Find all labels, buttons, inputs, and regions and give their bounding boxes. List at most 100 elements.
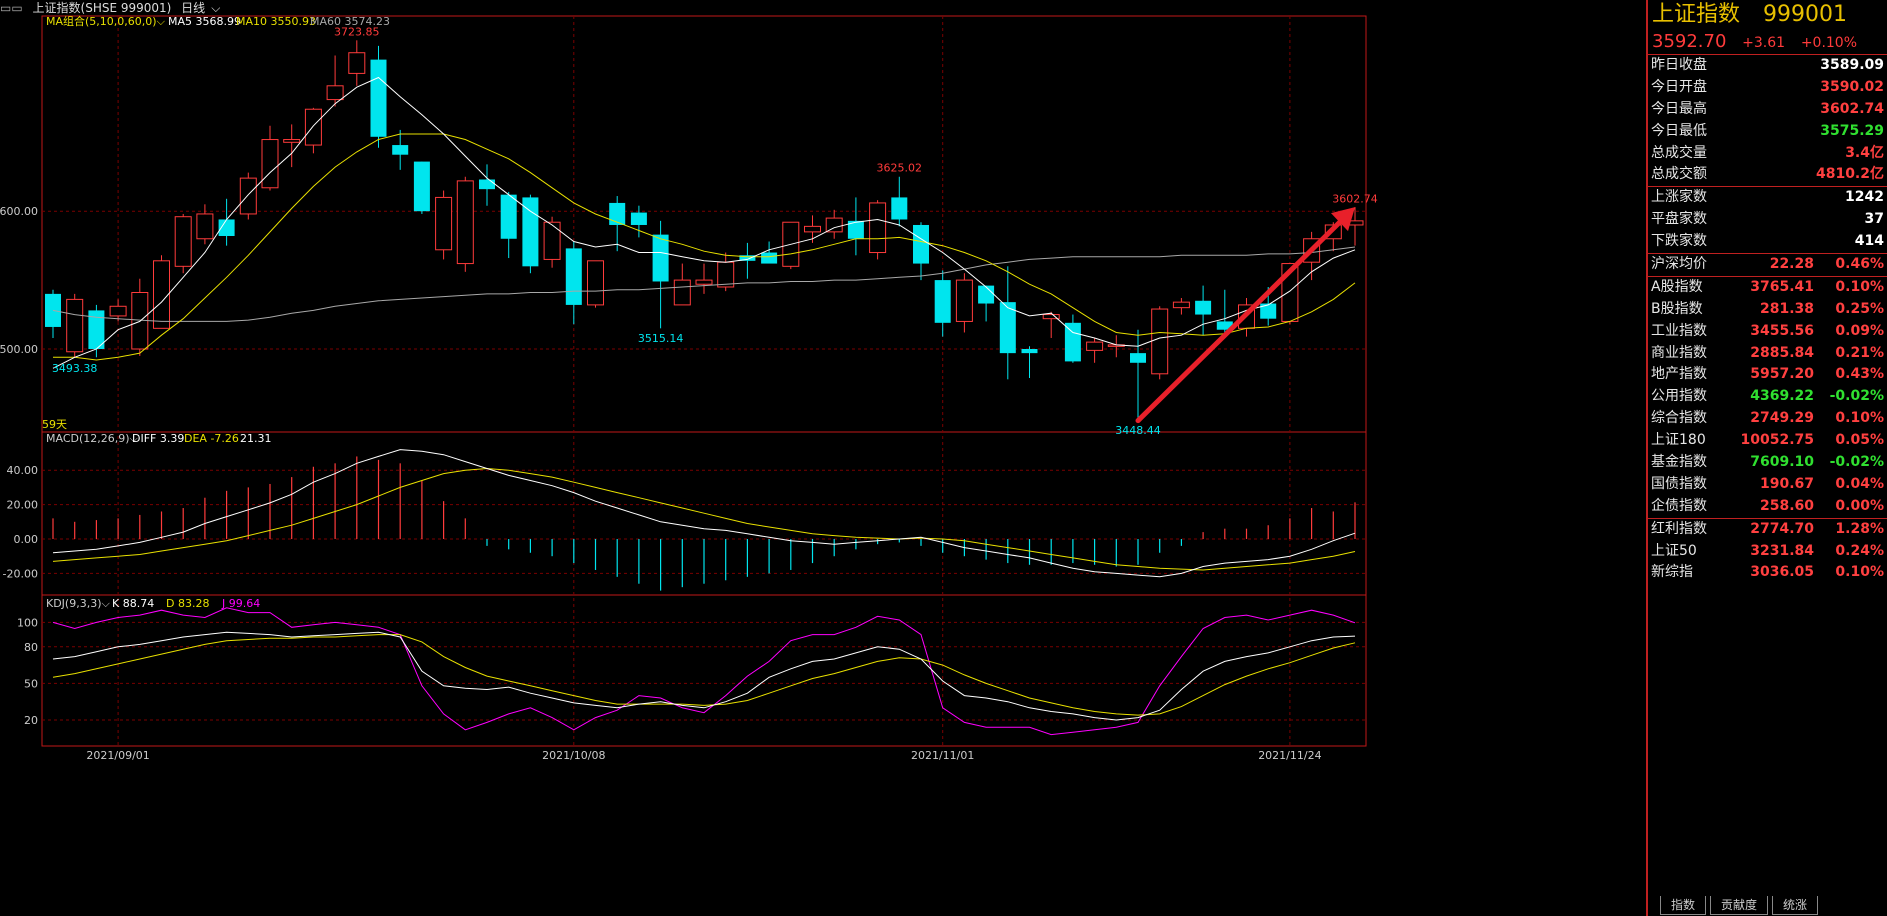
index-row[interactable]: 地产指数 5957.20 0.43% [1648, 364, 1887, 386]
row-value: 281.38 [1759, 300, 1814, 317]
row-pct: 1.28% [1835, 520, 1884, 537]
candle-body-up [66, 298, 84, 353]
kdj-j-line [52, 607, 1356, 736]
quote-row[interactable]: 今日最高 3602.74 [1648, 99, 1887, 121]
quote-row[interactable]: 今日最低 3575.29 [1648, 121, 1887, 143]
index-name: 上证指数 [1652, 2, 1741, 27]
ma60-line [52, 246, 1356, 322]
row-pct: 0.10% [1835, 410, 1884, 427]
row-value: 3455.56 [1750, 322, 1814, 339]
quote-row[interactable]: 今日开盘 3590.02 [1648, 77, 1887, 99]
row-label: 企债指数 [1651, 497, 1707, 514]
row-value: 3.4亿 [1845, 144, 1884, 161]
candle-body-down [761, 252, 778, 264]
quote-row[interactable]: 总成交额 4810.2亿 [1648, 164, 1887, 186]
candle-body-down [1216, 321, 1233, 330]
index-row[interactable]: 综合指数 2749.29 0.10% [1648, 408, 1887, 430]
ma-legend-label: MA组合(5,10,0,60,0)⌵ [46, 14, 166, 28]
row-label: 下跌家数 [1651, 233, 1707, 250]
row-value: 2885.84 [1750, 344, 1814, 361]
row-label: 总成交量 [1651, 144, 1707, 161]
quote-row[interactable]: 总成交量 3.4亿 [1648, 143, 1887, 165]
row-pct: -0.02% [1829, 388, 1884, 405]
window-icon[interactable]: ▭▭ [0, 1, 23, 15]
row-pct: 0.09% [1835, 322, 1884, 339]
price-annotation: 3515.14 [638, 332, 684, 345]
kdj-tick-label: 100 [17, 616, 38, 629]
kdj-d-line [52, 634, 1356, 716]
row-label: 公用指数 [1651, 388, 1707, 405]
row-value: 3036.05 [1750, 564, 1814, 581]
quote-sidebar: 上证指数 999001 3592.70 +3.61 +0.10% 昨日收盘 358… [1646, 0, 1887, 916]
price-change-pct: +0.10% [1800, 35, 1858, 51]
candle-body-down [1130, 353, 1146, 363]
ma5-line [52, 76, 1356, 369]
candle-body-up [456, 180, 474, 265]
index-row[interactable]: B股指数 281.38 0.25% [1648, 299, 1887, 321]
avg-row[interactable]: 沪深均价 22.28 0.46% [1648, 254, 1887, 276]
tab-0[interactable]: 指数 [1660, 896, 1707, 915]
kdj-legend-label: KDJ(9,3,3)⌵ [46, 597, 110, 610]
row-value: 3589.09 [1820, 57, 1884, 73]
quote-table: 昨日收盘 3589.09 今日开盘 3590.02 今日最高 3602.74 今日最低 357… [1648, 55, 1887, 186]
tab-1[interactable]: 贡献度 [1710, 896, 1769, 915]
candle-body-down [522, 197, 539, 267]
days-label: 59天 [42, 418, 67, 431]
index-row[interactable]: 上证50 3231.84 0.24% [1648, 541, 1887, 563]
index-row[interactable]: 商业指数 2885.84 0.21% [1648, 343, 1887, 365]
quote-row[interactable]: 昨日收盘 3589.09 [1648, 55, 1887, 77]
candle-body-down [630, 212, 647, 225]
row-value: 7609.10 [1750, 454, 1814, 471]
candle-body-up [825, 217, 843, 233]
macd-tick-label: 40.00 [7, 464, 39, 477]
index-row[interactable]: 工业指数 3455.56 0.09% [1648, 321, 1887, 343]
row-pct: 0.24% [1835, 542, 1884, 559]
candle-body-down [739, 255, 756, 261]
candle-body-down [565, 248, 582, 305]
candle-body-up [1172, 301, 1190, 309]
row-value: 4369.22 [1750, 388, 1814, 405]
breadth-row[interactable]: 下跌家数 414 [1648, 231, 1887, 253]
price-tick-label: 3500.00 [0, 343, 38, 356]
index-row[interactable]: A股指数 3765.41 0.10% [1648, 277, 1887, 299]
candle-body-up [196, 213, 214, 240]
kdj-tick-label: 20 [24, 714, 38, 727]
candle-body-down [891, 197, 908, 220]
row-value: 258.60 [1759, 497, 1814, 514]
candle-body-up [283, 139, 301, 143]
date-label: 2021/10/08 [542, 749, 605, 762]
row-label: 新综指 [1651, 564, 1693, 581]
tab-2[interactable]: 统涨 [1772, 896, 1819, 915]
candle-body-up [304, 108, 322, 146]
dea-legend: DEA -7.26 [184, 432, 239, 445]
index-row[interactable]: 基金指数 7609.10 -0.02% [1648, 452, 1887, 474]
row-value: 3602.74 [1820, 100, 1884, 117]
row-pct: 0.43% [1835, 366, 1884, 383]
price-line: 3592.70 +3.61 +0.10% [1648, 30, 1887, 55]
row-label: A股指数 [1651, 278, 1703, 295]
index-row[interactable]: 上证180 10052.75 0.05% [1648, 430, 1887, 452]
period-selector[interactable]: 日线 ⌵ [181, 1, 221, 15]
row-pct: 0.00% [1835, 497, 1884, 514]
index-row[interactable]: 红利指数 2774.70 1.28% [1648, 519, 1887, 541]
index-row[interactable]: 新综指 3036.05 0.10% [1648, 562, 1887, 584]
candle-body-up [1151, 308, 1169, 375]
row-label: 总成交额 [1651, 166, 1707, 183]
index-row[interactable]: 国债指数 190.67 0.04% [1648, 474, 1887, 496]
row-label: 商业指数 [1651, 344, 1707, 361]
row-value: 2774.70 [1750, 520, 1814, 537]
row-value: 2749.29 [1750, 410, 1814, 427]
index-row[interactable]: 企债指数 258.60 0.00% [1648, 496, 1887, 518]
breadth-row[interactable]: 上涨家数 1242 [1648, 187, 1887, 209]
row-value: 1242 [1845, 189, 1884, 206]
candle-body-down [370, 59, 387, 137]
price-annotation: 3493.38 [52, 362, 98, 375]
breadth-row[interactable]: 平盘家数 37 [1648, 209, 1887, 231]
row-pct: 0.46% [1835, 256, 1884, 273]
diff-line [52, 449, 1356, 578]
macd-legend-label: MACD(12,26,9)⌵ [46, 432, 139, 445]
candle-body-down [218, 219, 235, 237]
row-value: 5957.20 [1750, 366, 1814, 383]
candle-body-up [673, 279, 691, 306]
index-row[interactable]: 公用指数 4369.22 -0.02% [1648, 386, 1887, 408]
